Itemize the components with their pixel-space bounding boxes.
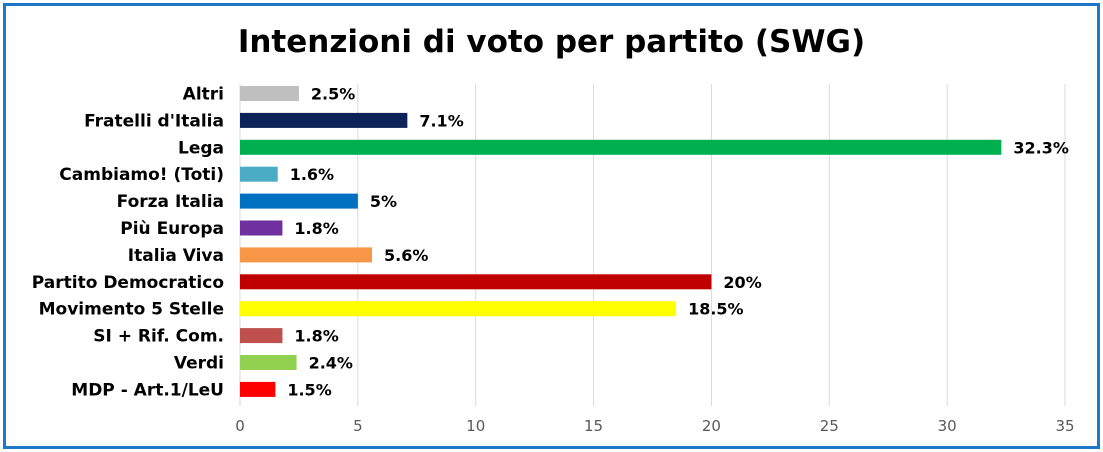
- category-label: Lega: [178, 138, 224, 158]
- category-label: MDP - Art.1/LeU: [71, 380, 224, 400]
- bar: [240, 301, 677, 317]
- bar: [240, 355, 297, 370]
- bar: [240, 139, 1002, 155]
- bar: [240, 328, 283, 344]
- x-tick-label: 5: [353, 417, 363, 435]
- bar: [240, 381, 276, 397]
- chart-title: Intenzioni di voto per partito (SWG): [237, 24, 866, 60]
- category-label: Cambiamo! (Toti): [59, 165, 224, 185]
- category-label: Verdi: [174, 354, 224, 374]
- x-tick-label: 25: [820, 417, 839, 435]
- gridlines: [239, 84, 1066, 406]
- data-label: 32.3%: [1013, 138, 1069, 157]
- chart-frame: Intenzioni di voto per partito (SWG) Alt…: [3, 3, 1100, 449]
- category-label: SI + Rif. Com.: [93, 327, 224, 347]
- category-label: Partito Democratico: [32, 273, 224, 293]
- data-label: 5.6%: [384, 246, 428, 265]
- bar: [240, 86, 299, 101]
- bar: [240, 247, 372, 263]
- data-label: 20%: [723, 273, 761, 292]
- category-label: Movimento 5 Stelle: [39, 300, 224, 320]
- data-label: 1.6%: [290, 165, 334, 184]
- category-label: Fratelli d'Italia: [84, 111, 224, 131]
- bar-chart: Altri Fratelli d'Italia Lega Cambiamo! (Tot…: [32, 84, 1075, 435]
- bar: [240, 112, 408, 128]
- data-label: 1.8%: [294, 219, 338, 238]
- bar: [240, 274, 712, 290]
- data-label: 1.5%: [287, 380, 331, 399]
- data-label: 2.4%: [309, 354, 353, 373]
- category-labels: Altri Fratelli d'Italia Lega Cambiamo! (Tot…: [32, 85, 224, 401]
- category-label: Italia Viva: [128, 246, 224, 266]
- x-tick-label: 35: [1055, 417, 1074, 435]
- bar: [240, 220, 283, 236]
- bar: [240, 166, 278, 182]
- data-label: 1.8%: [294, 327, 338, 346]
- data-label: 2.5%: [311, 85, 355, 104]
- category-label: Più Europa: [120, 219, 224, 239]
- x-tick-label: 15: [584, 417, 603, 435]
- data-label: 7.1%: [419, 111, 463, 130]
- bar: [240, 193, 358, 209]
- bars: [240, 86, 1002, 397]
- x-tick-label: 30: [938, 417, 957, 435]
- x-tick-label: 0: [235, 417, 245, 435]
- data-label: 5%: [370, 192, 397, 211]
- category-label: Forza Italia: [117, 192, 224, 212]
- x-tick-label: 10: [466, 417, 485, 435]
- category-label: Altri: [183, 85, 224, 105]
- tick-labels: 0 5 10 15 20 25 30 35: [235, 417, 1074, 435]
- data-label: 18.5%: [688, 300, 744, 319]
- value-labels: 2.5% 7.1% 32.3% 1.6% 5% 1.8% 5.6% 20% 18.5% 1.8% 2…: [287, 85, 1069, 400]
- x-tick-label: 20: [702, 417, 721, 435]
